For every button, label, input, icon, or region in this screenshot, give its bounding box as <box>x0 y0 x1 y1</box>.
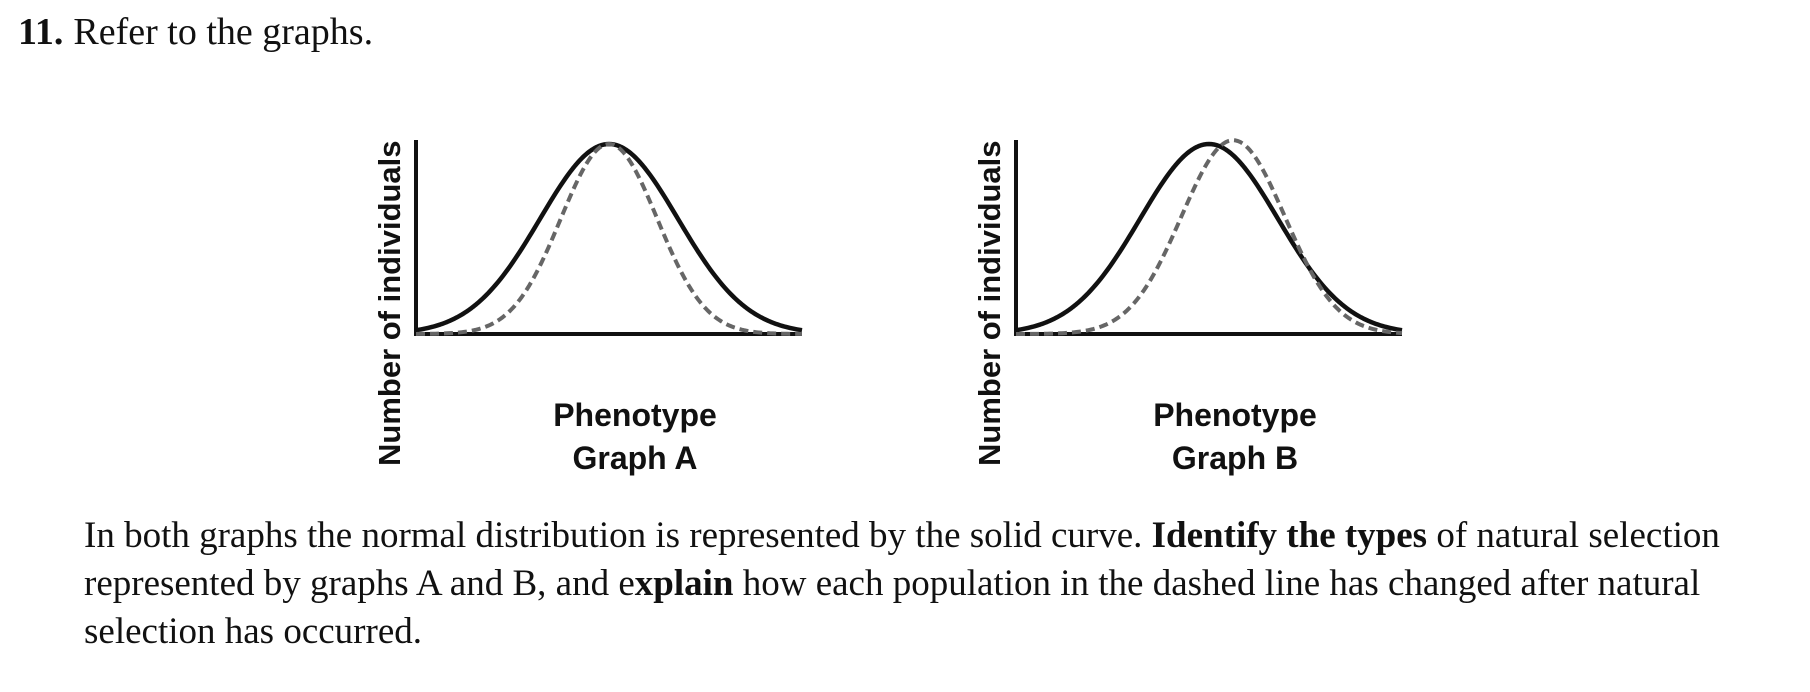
graph-b-plot <box>1014 138 1403 336</box>
question-body-text-3: how each population in the dashed line h… <box>84 563 1701 652</box>
graph-b: Number of individuals Phenotype Graph B <box>950 70 1510 490</box>
graph-a-plot <box>414 140 803 336</box>
question-body-bold-1: Identify the types <box>1151 515 1428 556</box>
question-body-bold-2: xplain <box>634 563 734 604</box>
graph-b-dashed-curve <box>1016 138 1403 336</box>
graph-b-title: Graph B <box>1171 440 1299 476</box>
graph-a-x-axis-label: Phenotype <box>553 397 717 433</box>
question-prompt: Refer to the graphs. <box>73 11 374 53</box>
graph-a: Number of individuals Phenotype Graph A <box>350 70 910 490</box>
graph-b-x-axis-label: Phenotype <box>1153 397 1317 433</box>
graph-a-axes <box>414 140 802 336</box>
graph-a-dashed-curve <box>415 142 803 336</box>
question-number: 11. <box>18 11 64 53</box>
graph-a-title: Graph A <box>572 440 698 476</box>
graph-b-solid-curve <box>1015 141 1403 333</box>
question-header: 11. Refer to the graphs. <box>18 8 373 56</box>
question-body: In both graphs the normal distribution i… <box>84 512 1784 656</box>
graph-a-solid-curve <box>415 141 803 333</box>
question-body-text-2: of natural selection represented by grap… <box>84 515 1720 604</box>
question-body-text-1: In both graphs the normal distribution i… <box>84 515 1152 556</box>
